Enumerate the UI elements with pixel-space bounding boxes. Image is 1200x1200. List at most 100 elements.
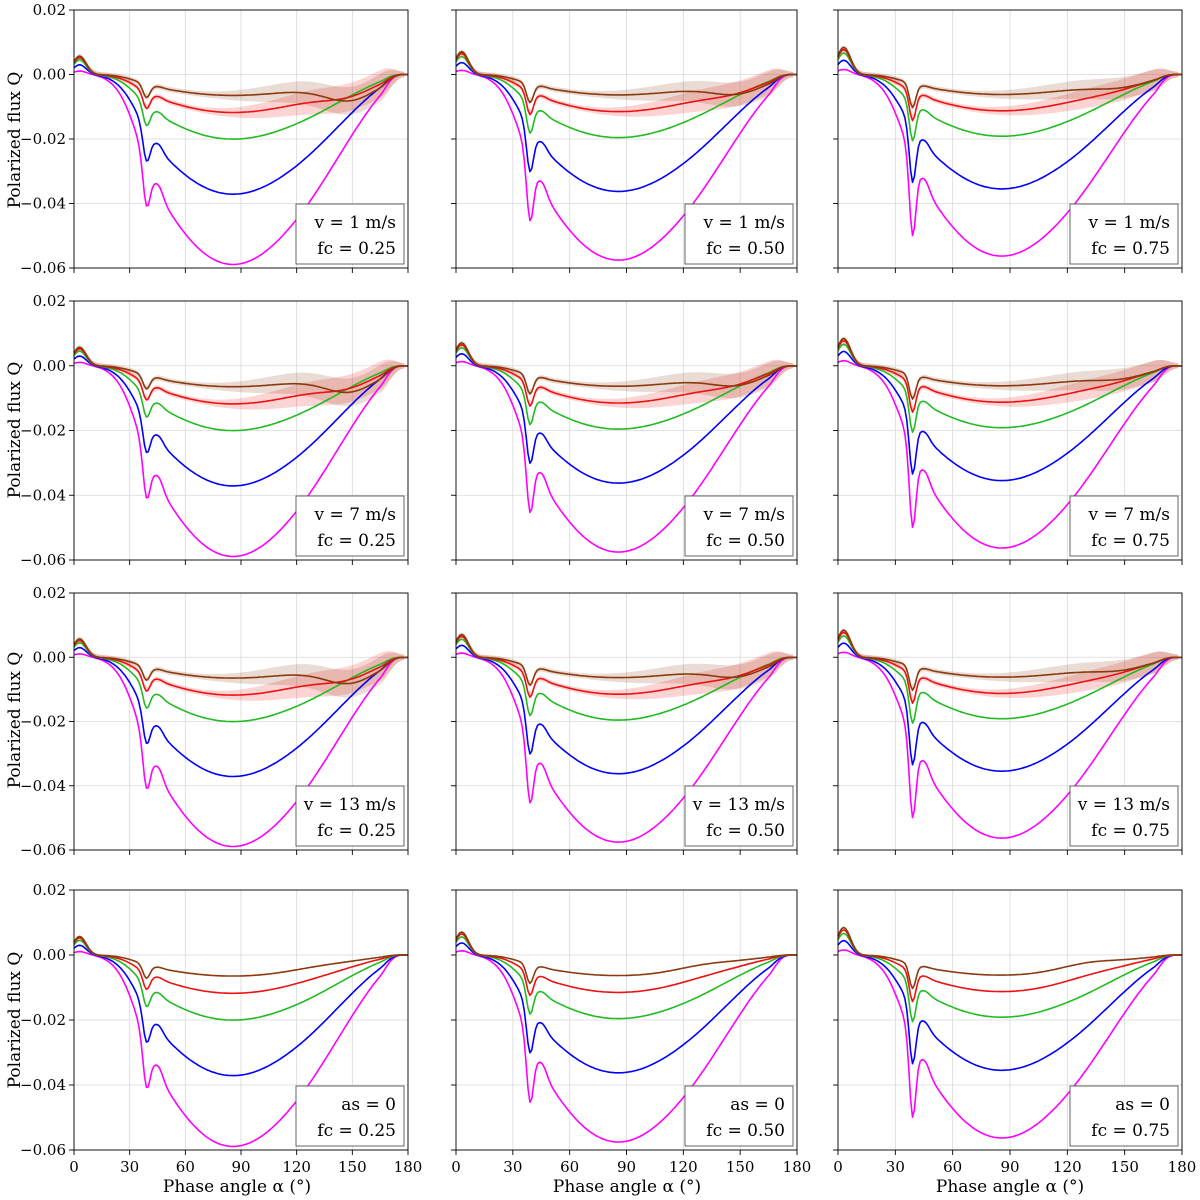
series-line-2 (73, 355, 408, 487)
x-tick-label: 120 (1053, 1158, 1082, 1176)
x-tick-label: 120 (669, 1158, 698, 1176)
x-tick-label: 30 (886, 1158, 905, 1176)
condition-legend (1069, 495, 1179, 557)
uncertainty-band (838, 630, 1179, 702)
uncertainty-band (74, 55, 405, 119)
series-line-4 (73, 639, 408, 696)
panel-r2-c3: v = 7 m/s fc = 0.75 (833, 300, 1183, 565)
series-line-4 (837, 631, 1182, 705)
condition-legend (295, 1085, 405, 1147)
series-line-2 (455, 942, 797, 1074)
y-tick-label: −0.02 (20, 130, 66, 148)
x-tick-label: 60 (176, 1158, 195, 1176)
y-axis-label-row-2: Polarized flux Q (5, 362, 25, 499)
condition-legend (684, 1085, 794, 1147)
legend-condition-1: v = 13 m/s (692, 795, 785, 815)
panel-grid: 0.02 0.00 −0.02 −0.04 −0.06 v = 1 m/s fc = 0.2… (20, 1, 1196, 1176)
series-line-1 (73, 653, 408, 848)
series-line-4 (837, 48, 1182, 122)
series-line-5 (73, 55, 408, 102)
y-tick-label: −0.06 (20, 259, 66, 277)
legend-condition-2: fc = 0.75 (1091, 1121, 1170, 1141)
condition-legend (1069, 203, 1179, 265)
uncertainty-band (456, 342, 794, 409)
panel-r4-c2: 0 30 60 90 120 150 180 as = 0 fc = 0.50 (451, 889, 811, 1176)
uncertainty-band (74, 638, 405, 701)
uncertainty-band (838, 336, 1179, 399)
series-line-1 (837, 949, 1182, 1139)
series-line-4 (73, 937, 408, 995)
x-tick-label: 30 (503, 1158, 522, 1176)
series-line-2 (837, 939, 1182, 1072)
x-axis-label-col-1: Phase angle α (°) (163, 1177, 311, 1197)
series-line-1 (455, 949, 797, 1143)
x-axis-label-col-3: Phase angle α (°) (936, 1177, 1084, 1197)
series-line-5 (73, 346, 408, 394)
x-tick-label: 180 (394, 1158, 423, 1176)
series-line-1 (455, 69, 797, 261)
uncertainty-band (838, 339, 1179, 411)
y-tick-label: −0.06 (20, 1141, 66, 1159)
x-tick-label: 150 (338, 1158, 367, 1176)
panel-r3-c1: 0.02 0.00 −0.02 −0.04 −0.06 v = 13 m/s fc = 0.… (20, 584, 409, 859)
y-tick-label: 0.00 (33, 946, 66, 964)
x-tick-label: 60 (943, 1158, 962, 1176)
series-line-2 (73, 944, 408, 1077)
series-line-1 (73, 361, 408, 558)
y-tick-label: 0.00 (33, 357, 66, 375)
legend-condition-2: fc = 0.50 (706, 821, 785, 841)
y-tick-label: −0.02 (20, 422, 66, 440)
uncertainty-band (74, 637, 405, 698)
panel-r1-c2: v = 1 m/s fc = 0.50 (451, 9, 798, 273)
condition-legend (684, 495, 794, 557)
x-tick-label: 90 (1000, 1158, 1019, 1176)
series-line-4 (455, 343, 797, 407)
series-line-2 (837, 59, 1182, 190)
condition-legend (295, 785, 405, 847)
series-line-5 (837, 926, 1182, 990)
condition-legend (684, 203, 794, 265)
series-line-4 (455, 635, 797, 699)
legend-condition-2: fc = 0.50 (706, 239, 785, 259)
legend-condition-2: fc = 0.25 (317, 821, 396, 841)
series-line-1 (73, 70, 408, 266)
y-tick-label: 0.02 (33, 1, 66, 19)
series-line-4 (455, 933, 797, 997)
panel-r4-c3: 0 30 60 90 120 150 180 as = 0 fc = 0.75 (833, 889, 1197, 1176)
condition-legend (1069, 785, 1179, 847)
series-line-5 (73, 638, 408, 685)
legend-condition-1: v = 13 m/s (1077, 795, 1170, 815)
series-line-4 (73, 347, 408, 405)
uncertainty-band (74, 54, 405, 115)
x-tick-label: 90 (231, 1158, 250, 1176)
uncertainty-band (456, 341, 794, 399)
uncertainty-band (456, 634, 794, 700)
series-line-5 (455, 341, 797, 395)
x-tick-label: 0 (833, 1158, 843, 1176)
x-tick-label: 150 (726, 1158, 755, 1176)
legend-condition-1: v = 1 m/s (314, 213, 396, 233)
condition-legend (684, 785, 794, 847)
series-line-2 (455, 61, 797, 193)
series-line-1 (455, 652, 797, 843)
series-line-5 (837, 337, 1182, 400)
legend-condition-1: v = 1 m/s (1088, 213, 1170, 233)
y-axis-label-row-4: Polarized flux Q (5, 952, 25, 1089)
uncertainty-band (838, 45, 1179, 107)
y-tick-label: 0.02 (33, 584, 66, 602)
y-tick-label: −0.04 (20, 486, 66, 504)
y-axis-label-row-3: Polarized flux Q (5, 652, 25, 789)
uncertainty-band (456, 632, 794, 690)
series-line-1 (837, 68, 1182, 257)
series-line-2 (837, 642, 1182, 773)
legend-condition-1: v = 7 m/s (314, 505, 396, 525)
x-tick-label: 180 (1168, 1158, 1197, 1176)
legend-condition-1: as = 0 (341, 1095, 396, 1115)
legend-condition-2: fc = 0.25 (317, 1121, 396, 1141)
panel-r3-c2: v = 13 m/s fc = 0.50 (451, 592, 798, 855)
y-tick-label: −0.06 (20, 551, 66, 569)
y-tick-label: −0.04 (20, 1076, 66, 1094)
series-line-3 (837, 343, 1182, 434)
legend-condition-2: fc = 0.75 (1091, 239, 1170, 259)
